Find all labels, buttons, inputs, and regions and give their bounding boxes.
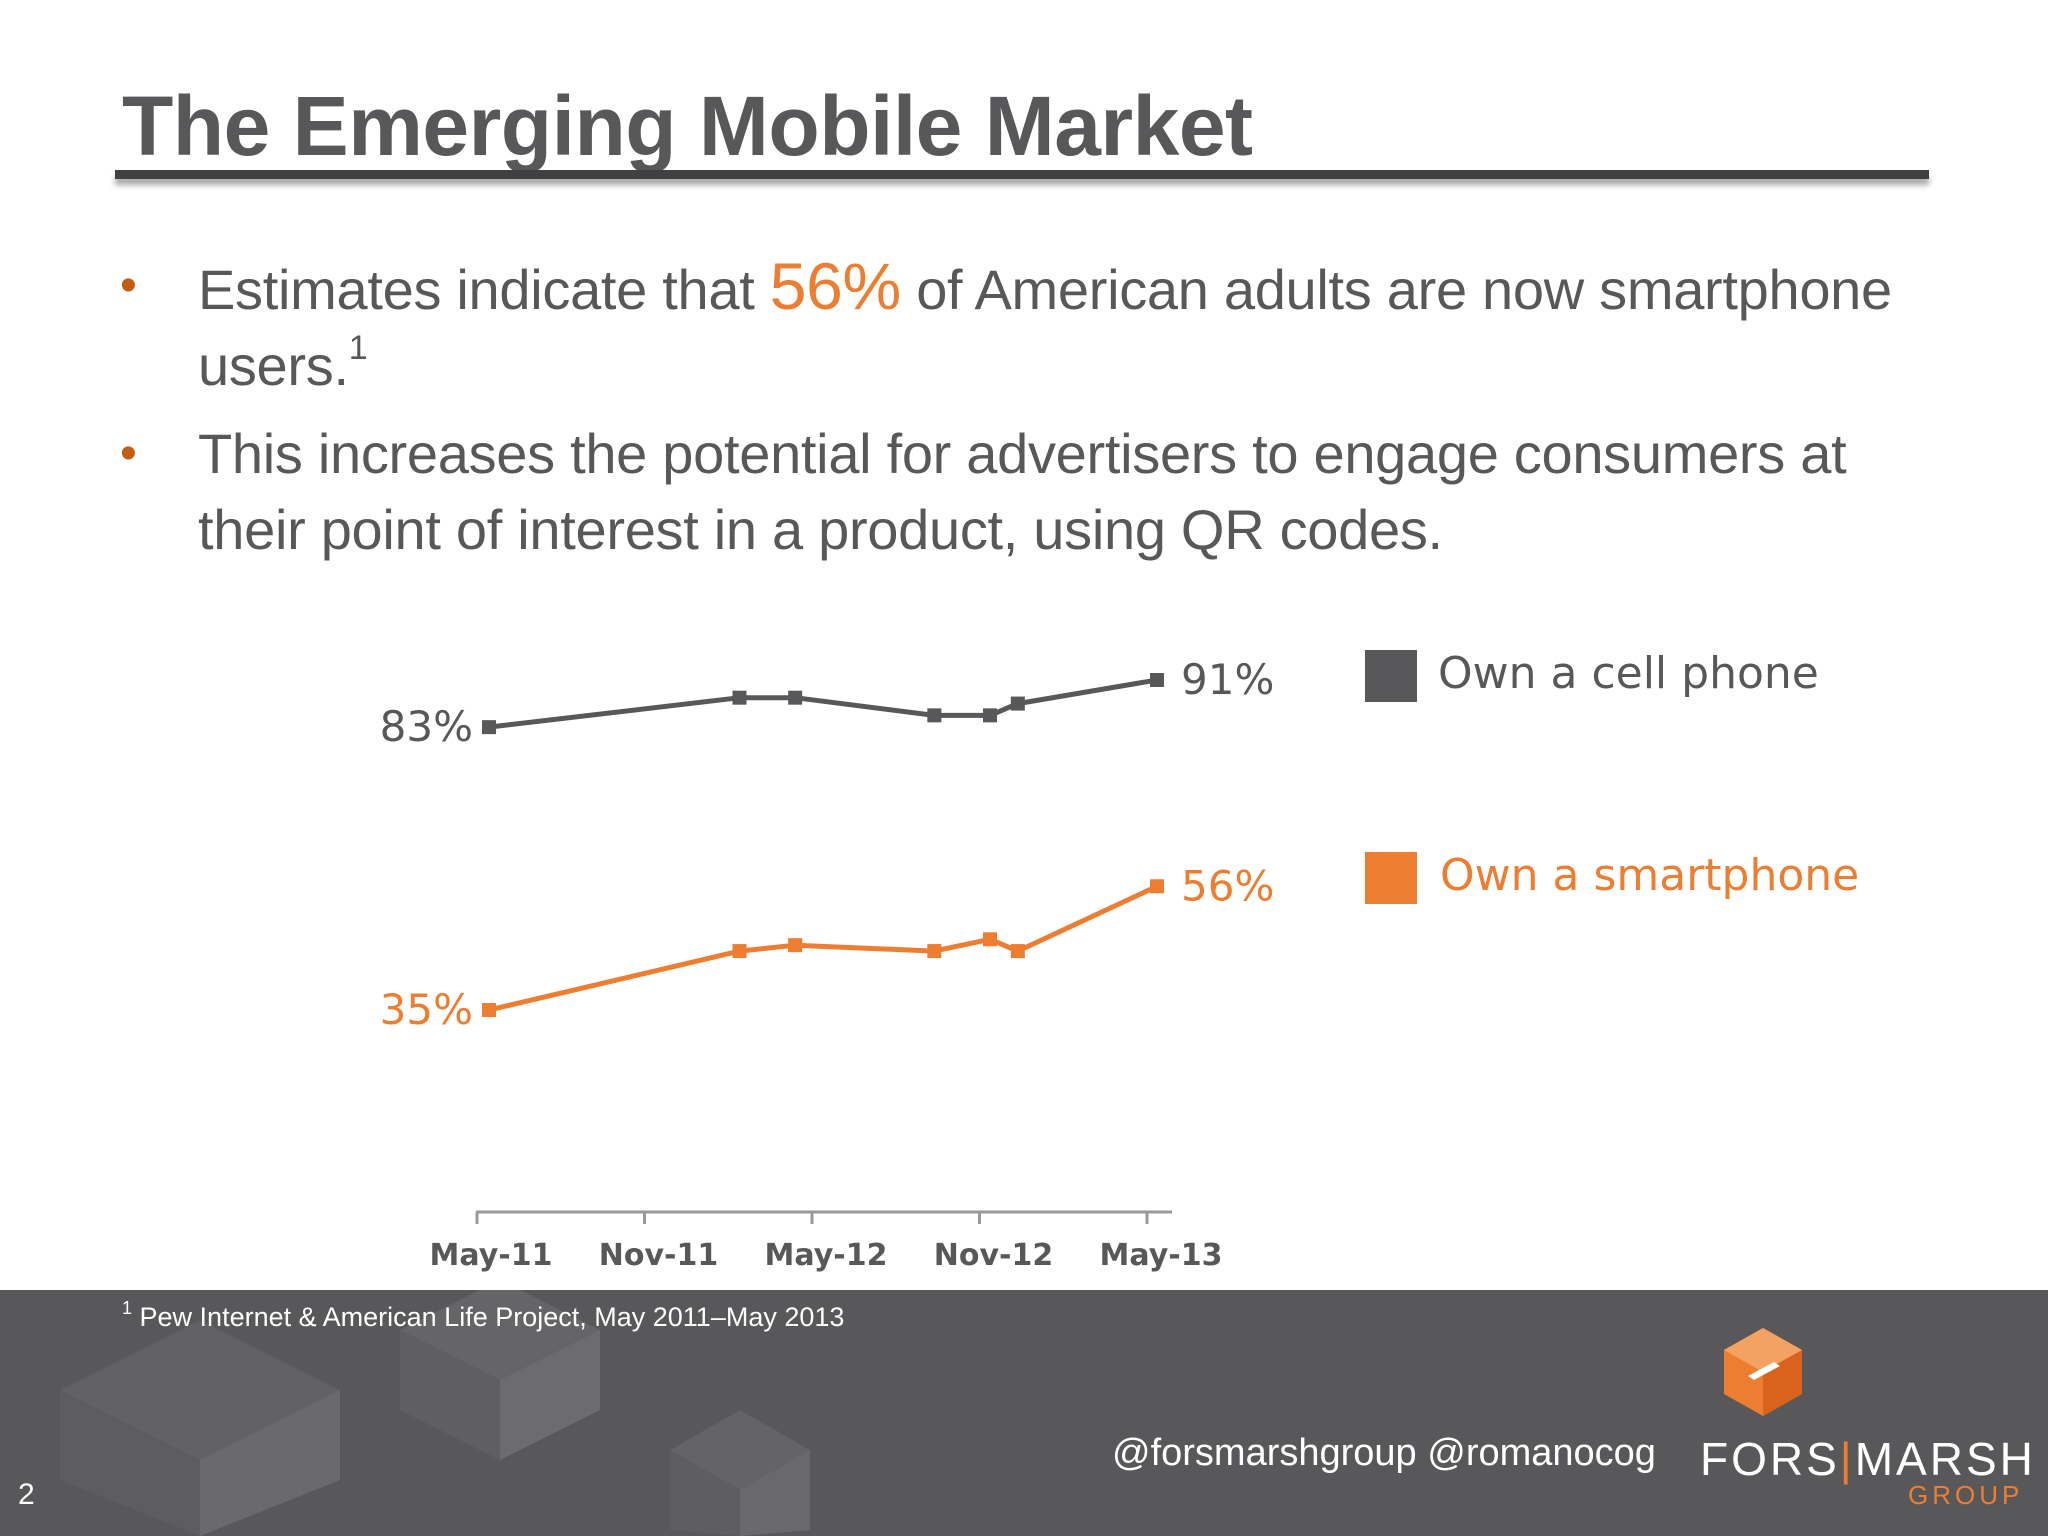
footnote-text: Pew Internet & American Life Project, Ma… — [139, 1302, 845, 1332]
data-label-first: 35% — [380, 985, 473, 1034]
data-point-marker — [482, 720, 496, 735]
data-point-marker — [1150, 879, 1164, 894]
footnote-marker: 1 — [348, 329, 368, 367]
logo-separator: | — [1839, 1433, 1855, 1485]
slide-title: The Emerging Mobile Market — [122, 79, 1253, 173]
x-tick-label: May-13 — [1100, 1238, 1223, 1273]
legend-label-smartphone: Own a smartphone — [1440, 850, 1860, 901]
data-point-marker — [788, 938, 803, 953]
logo-word-right: MARSH — [1854, 1433, 2036, 1485]
data-label-first: 83% — [380, 702, 473, 751]
bullet-text-after: of American adults are now smartphone us… — [198, 258, 1892, 397]
data-label-last: 91% — [1181, 655, 1274, 704]
background-cubes-icon — [60, 1290, 810, 1536]
bullet-dot-icon: • — [120, 427, 137, 480]
data-point-marker — [1010, 696, 1025, 711]
bullet-text: This increases the potential for adverti… — [198, 422, 1847, 561]
bullet-item-smartphone-share: • Estimates indicate that 56% of America… — [120, 248, 1920, 404]
data-point-marker — [1150, 673, 1164, 687]
legend-swatch-cell-phone — [1365, 650, 1417, 702]
data-point-marker — [927, 708, 942, 723]
x-tick-label: May-11 — [430, 1238, 553, 1273]
data-point-marker — [983, 708, 997, 723]
legend-label-cell-phone: Own a cell phone — [1438, 648, 1819, 699]
logo-subtitle: GROUP — [1908, 1480, 2024, 1510]
data-point-marker — [1010, 944, 1025, 959]
data-point-marker — [732, 944, 747, 959]
bullet-text-before: Estimates indicate that — [198, 258, 770, 321]
data-point-marker — [732, 690, 747, 705]
fors-marsh-cube-logo-icon — [1724, 1328, 1802, 1416]
logo-word-left: FORS — [1700, 1433, 1840, 1485]
series-line-0 — [488, 677, 1158, 730]
social-handles: @forsmarshgroup @romanocog — [1112, 1432, 1656, 1474]
data-point-marker — [983, 932, 997, 947]
highlight-percent: 56% — [769, 249, 902, 323]
footer-bar — [0, 1290, 2048, 1536]
bullet-dot-icon: • — [120, 259, 137, 312]
data-label-last: 56% — [1181, 861, 1274, 910]
footnote-number: 1 — [122, 1298, 133, 1318]
data-point-marker — [927, 944, 942, 959]
page-number: 2 — [18, 1478, 35, 1511]
ownership-line-chart: May-11 Nov-11 May-12 Nov-12 May-13 83% 91% 35%… — [380, 655, 1275, 1273]
bullet-item-advertisers: • This increases the potential for adver… — [120, 416, 1920, 568]
data-point-marker — [482, 1003, 496, 1017]
footnote: 1 Pew Internet & American Life Project, … — [122, 1299, 845, 1333]
x-tick-label: May-12 — [765, 1238, 888, 1273]
x-tick-label: Nov-12 — [934, 1238, 1053, 1273]
data-point-marker — [788, 690, 803, 705]
series-line-1 — [488, 884, 1159, 1013]
x-tick-label: Nov-11 — [599, 1238, 718, 1273]
title-underline — [115, 170, 1929, 179]
legend-swatch-smartphone — [1365, 852, 1417, 904]
company-logo-text: FORS|MARSH — [1700, 1432, 2036, 1486]
bullet-list: • Estimates indicate that 56% of America… — [120, 248, 1920, 580]
